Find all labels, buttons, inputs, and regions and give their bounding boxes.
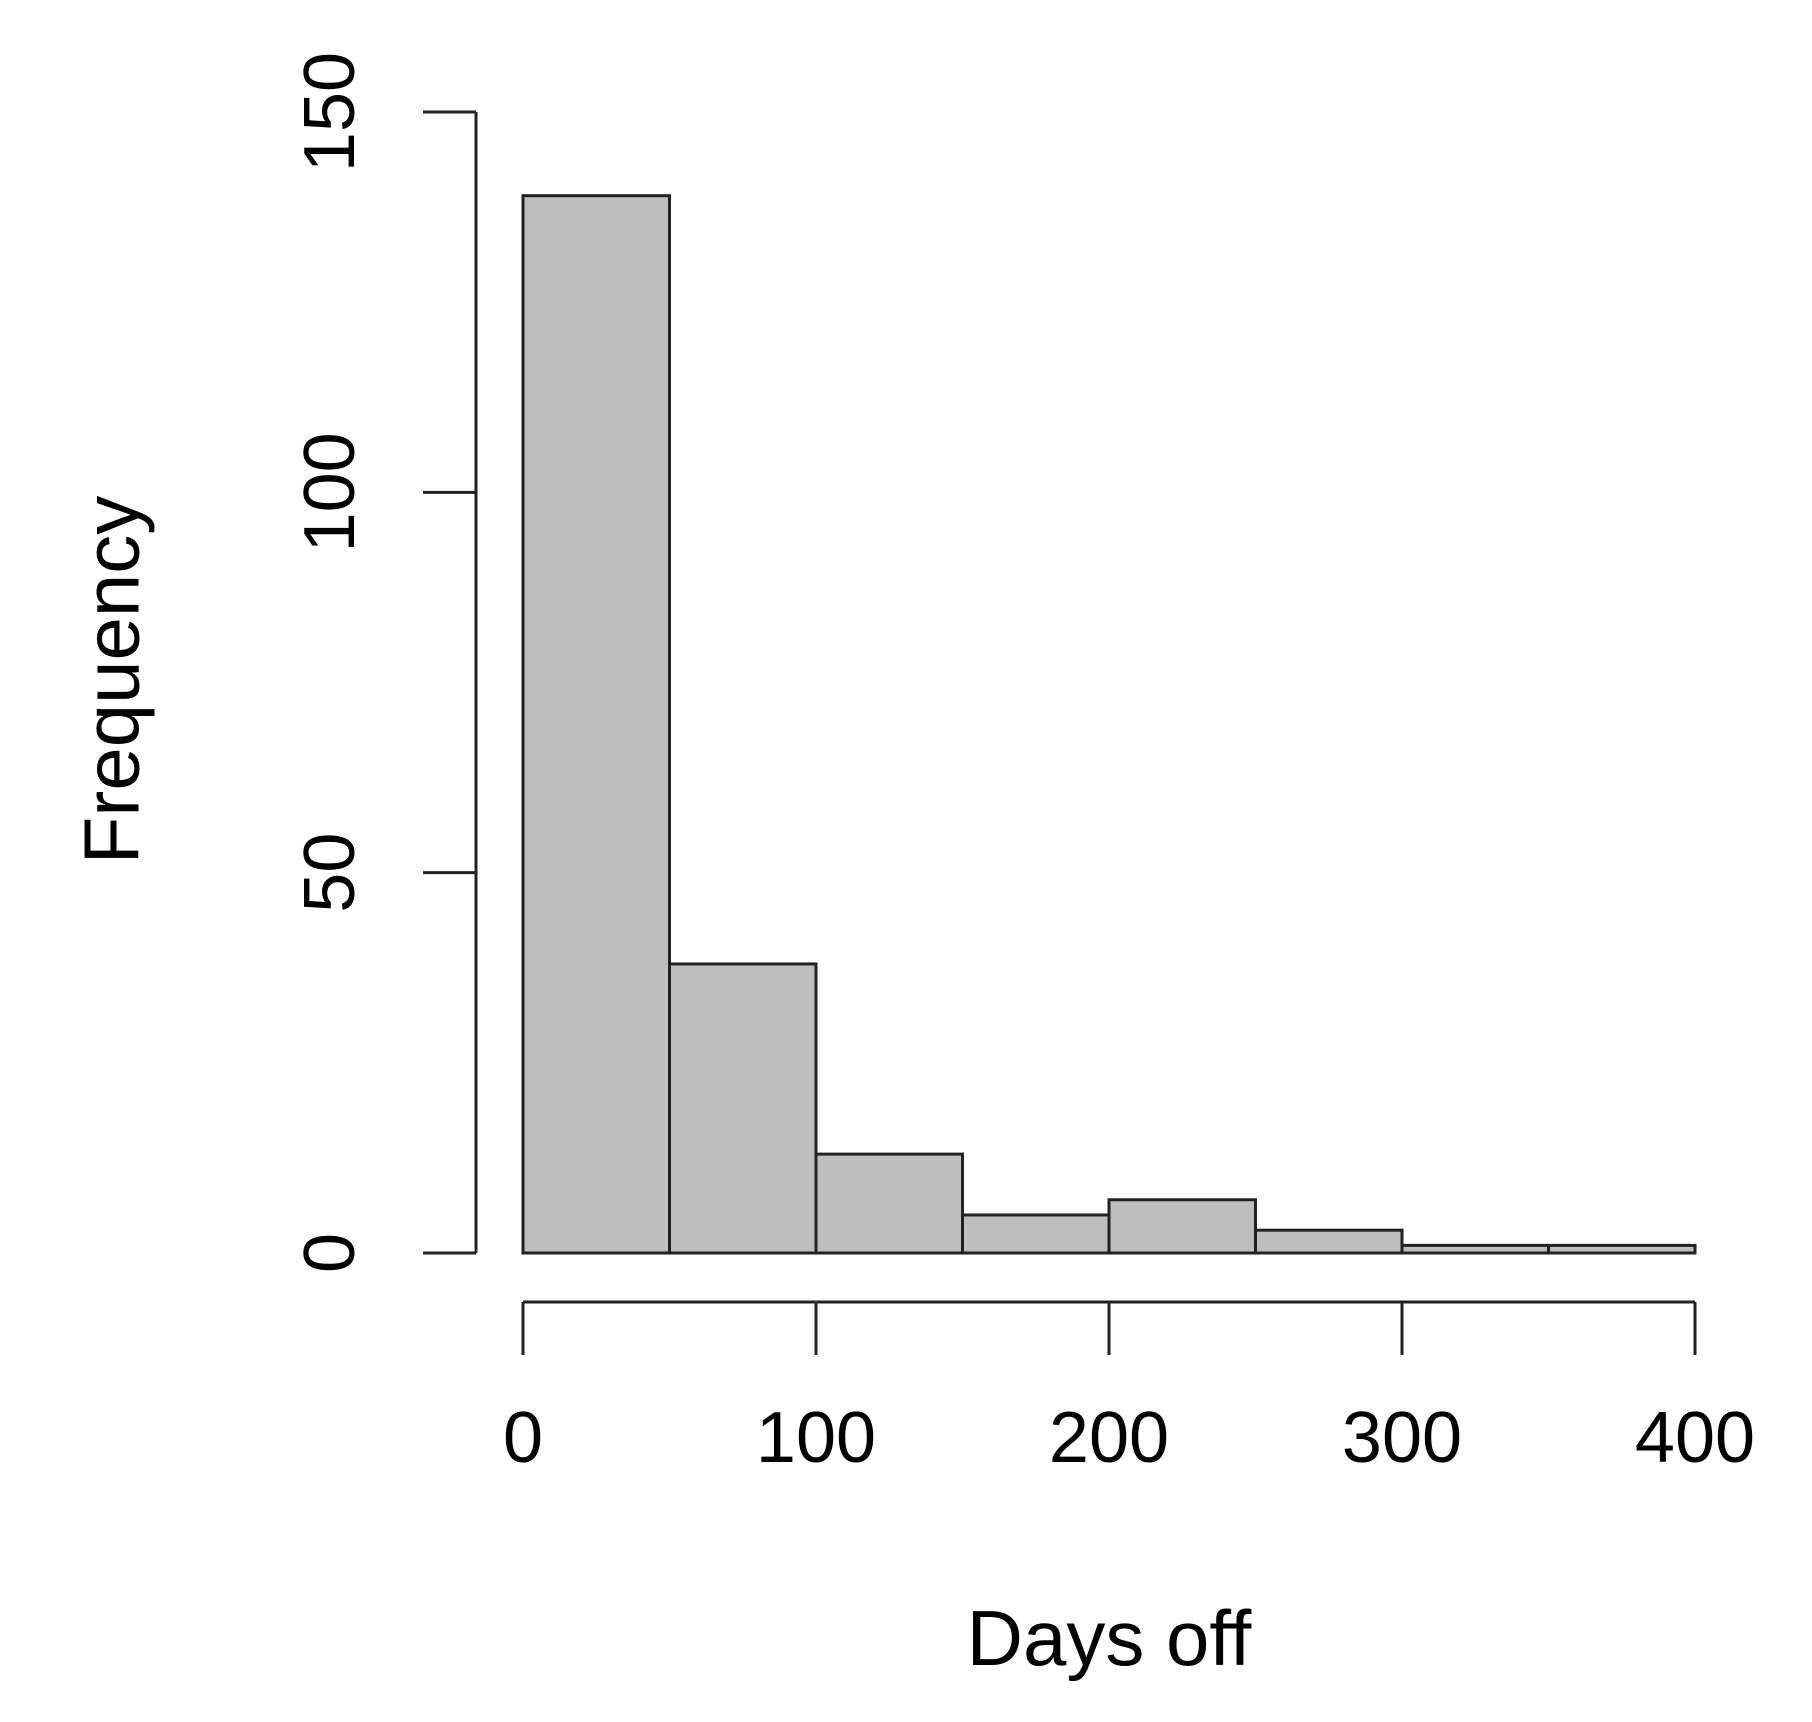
histogram-bar (1254, 1228, 1404, 1255)
y-tick-label: 150 (290, 52, 370, 172)
x-tick-label: 100 (756, 1398, 876, 1478)
histogram-bar (1107, 1198, 1257, 1255)
x-tick-label: 200 (1049, 1398, 1169, 1478)
y-tick-label: 100 (290, 432, 370, 552)
y-tick-label: 0 (290, 1233, 370, 1273)
histogram-bar (521, 194, 671, 1255)
histogram-bar (668, 962, 818, 1255)
histogram-bar (1547, 1243, 1697, 1255)
x-tick-label: 0 (503, 1398, 543, 1478)
axes-layer (423, 110, 1697, 1355)
histogram-bar (1400, 1243, 1550, 1255)
y-tick-label: 50 (290, 833, 370, 913)
x-axis-title: Days off (967, 1594, 1252, 1682)
histogram-bar (814, 1152, 964, 1255)
x-tick-label: 400 (1635, 1398, 1755, 1478)
histogram-bar (961, 1213, 1111, 1255)
bars-layer (521, 194, 1697, 1255)
y-axis-title: Frequency (68, 496, 156, 865)
labels-layer: 0 50 100 150 0 100 200 300 400 (290, 52, 1755, 1478)
x-tick-label: 300 (1342, 1398, 1462, 1478)
